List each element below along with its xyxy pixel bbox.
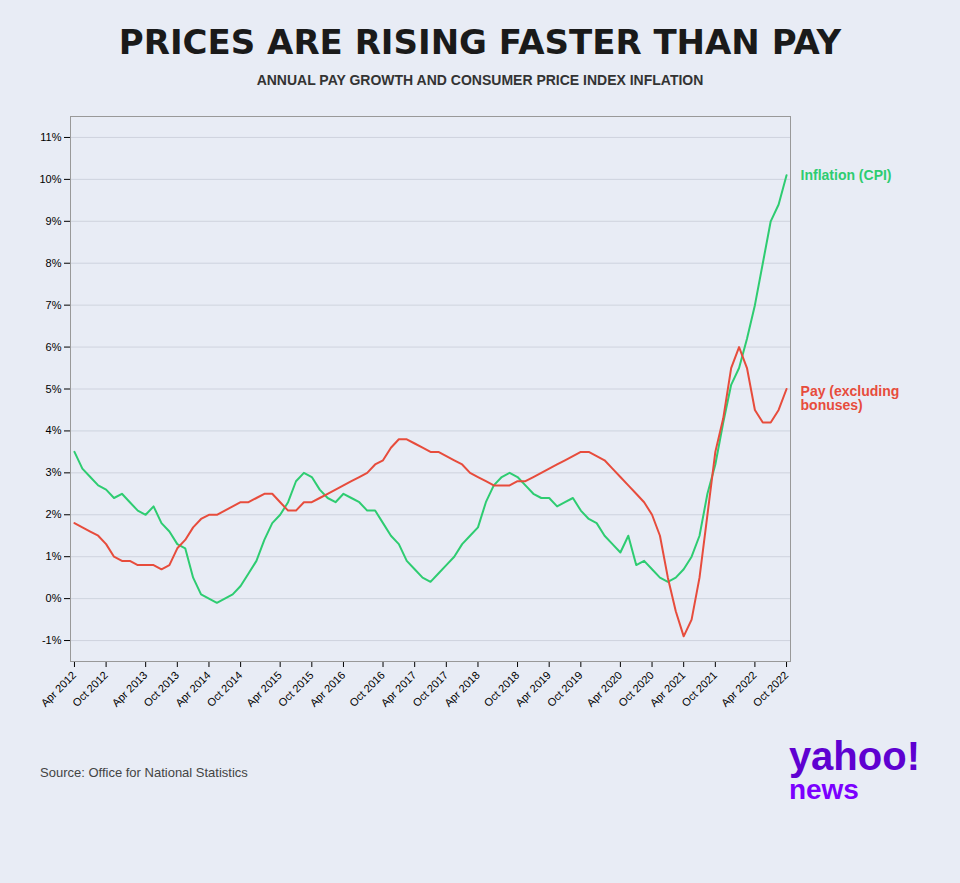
- svg-text:Apr 2022: Apr 2022: [718, 668, 759, 709]
- svg-text:Apr 2014: Apr 2014: [172, 668, 213, 709]
- svg-text:Oct 2013: Oct 2013: [141, 668, 182, 709]
- svg-text:Apr 2018: Apr 2018: [442, 669, 482, 709]
- html-text:ANNUAL PAY GROWTH AND CONSUMER: ANNUAL PAY GROWTH AND CONSUMER PRICE IND…: [256, 72, 704, 88]
- svg-text:Apr 2015: Apr 2015: [244, 668, 285, 709]
- svg-text:Apr 2012: Apr 2012: [38, 668, 79, 709]
- svg-text:Oct 2018: Oct 2018: [481, 668, 522, 709]
- svg-text:Pay (excludingbonuses): Pay (excludingbonuses): [801, 383, 900, 413]
- svg-text:Oct 2019: Oct 2019: [545, 669, 585, 709]
- svg-text:11%: 11%: [40, 131, 61, 143]
- svg-text:9%: 9%: [46, 215, 62, 227]
- svg-text:Apr 2020: Apr 2020: [584, 668, 625, 709]
- svg-text:7%: 7%: [46, 299, 62, 311]
- svg-text:Apr 2017: Apr 2017: [378, 668, 419, 709]
- svg-text:Apr 2016: Apr 2016: [307, 669, 347, 709]
- svg-text:Apr 2013: Apr 2013: [109, 668, 150, 709]
- svg-text:Inflation (CPI): Inflation (CPI): [801, 167, 892, 183]
- svg-text:0%: 0%: [46, 592, 62, 604]
- svg-text:Oct 2016: Oct 2016: [346, 668, 387, 709]
- svg-text:8%: 8%: [46, 257, 62, 269]
- svg-text:6%: 6%: [46, 341, 62, 353]
- svg-text:Oct 2017: Oct 2017: [410, 668, 451, 709]
- html-text:news: news: [788, 774, 859, 805]
- html-text:PRICES ARE RISING FASTER THAN: PRICES ARE RISING FASTER THAN PAY: [118, 22, 842, 62]
- svg-text:1%: 1%: [46, 550, 62, 562]
- svg-text:5%: 5%: [46, 383, 62, 395]
- svg-text:10%: 10%: [39, 173, 61, 185]
- svg-text:Oct 2022: Oct 2022: [750, 669, 790, 709]
- svg-text:3%: 3%: [46, 466, 62, 478]
- svg-text:Apr 2021: Apr 2021: [647, 668, 688, 709]
- svg-text:Oct 2012: Oct 2012: [70, 669, 110, 709]
- svg-text:4%: 4%: [46, 424, 62, 436]
- svg-text:Oct 2014: Oct 2014: [204, 669, 244, 709]
- svg-text:Oct 2021: Oct 2021: [679, 669, 719, 709]
- svg-text:Oct 2020: Oct 2020: [615, 668, 656, 709]
- svg-text:2%: 2%: [46, 508, 62, 520]
- svg-text:-1%: -1%: [42, 634, 62, 646]
- svg-text:Oct 2015: Oct 2015: [275, 668, 316, 709]
- svg-text:Apr 2019: Apr 2019: [513, 668, 554, 709]
- html-text:yahoo!: yahoo!: [788, 734, 920, 778]
- html-text:Source: Office for National St: Source: Office for National Statistics: [40, 765, 248, 780]
